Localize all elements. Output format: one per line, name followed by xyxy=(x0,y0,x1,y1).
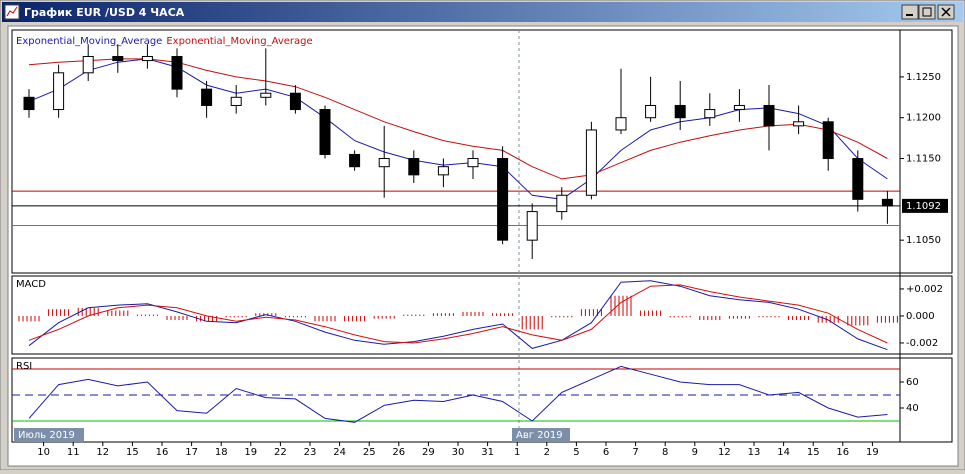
candle-body xyxy=(822,121,834,160)
macd-line xyxy=(28,284,888,344)
panel-title: MACD xyxy=(16,279,46,290)
candle-body xyxy=(615,117,627,131)
x-tick-label: 22 xyxy=(274,447,287,458)
x-tick-label: 13 xyxy=(748,447,761,458)
candle-body xyxy=(408,158,420,176)
x-tick-label: 12 xyxy=(718,447,731,458)
x-tick-label: 18 xyxy=(215,447,228,458)
candle-body xyxy=(171,55,183,90)
y-tick-label: 60 xyxy=(906,377,919,388)
x-tick-label: 12 xyxy=(96,447,109,458)
last-price-box xyxy=(902,198,948,213)
y-tick-label: 1.1150 xyxy=(906,154,941,165)
x-tick-label: 9 xyxy=(692,447,698,458)
y-tick-label: 40 xyxy=(906,403,919,414)
x-tick-label: 15 xyxy=(807,447,820,458)
title-bar xyxy=(2,2,963,22)
candle-body xyxy=(556,194,568,213)
candle-body xyxy=(260,92,272,98)
x-tick-label: 11 xyxy=(67,447,80,458)
x-tick-label: 7 xyxy=(632,447,638,458)
candle-body xyxy=(289,92,301,111)
close-glyph xyxy=(941,7,951,17)
y-tick-label: -0.002 xyxy=(906,338,938,349)
x-tick-label: 16 xyxy=(836,447,849,458)
candle-body xyxy=(141,55,153,62)
panel-title: RSI xyxy=(16,361,32,372)
candle-body xyxy=(497,158,509,241)
candle-body xyxy=(674,104,686,119)
window-icon-glyph xyxy=(6,6,18,17)
candle-body xyxy=(645,104,657,119)
y-tick-label: 1.1050 xyxy=(906,235,941,246)
candle-body xyxy=(704,109,716,119)
y-tick-label: 1.1200 xyxy=(906,113,941,124)
legend-entry: Exponential_Moving_Average xyxy=(16,36,162,47)
y-tick-label: 1.1250 xyxy=(906,72,941,83)
x-tick-label: 24 xyxy=(333,447,346,458)
candle-body xyxy=(733,104,745,111)
x-tick-label: 8 xyxy=(662,447,668,458)
x-tick-label: 2 xyxy=(544,447,550,458)
x-tick-label: 25 xyxy=(363,447,376,458)
x-tick-label: 10 xyxy=(37,447,50,458)
macd-panel xyxy=(11,275,953,355)
candle-body xyxy=(852,158,864,200)
rsi-panel xyxy=(11,357,953,443)
x-tick-label: 19 xyxy=(866,447,879,458)
candle-body xyxy=(526,211,538,241)
candle-body xyxy=(793,121,805,127)
x-tick-label: 29 xyxy=(422,447,435,458)
x-tick-label: 17 xyxy=(185,447,198,458)
maximize-glyph xyxy=(922,7,932,17)
candle-body xyxy=(881,198,893,207)
candle-body xyxy=(378,158,390,168)
minimize-button[interactable] xyxy=(901,4,919,20)
y-tick-label: 0.000 xyxy=(906,311,935,322)
window-buttons[interactable] xyxy=(901,4,955,20)
x-tick-label: 19 xyxy=(244,447,257,458)
last-price-label: 1.1092 xyxy=(906,201,941,212)
window-title: График EUR /USD 4 ЧАСА xyxy=(24,6,185,19)
month-badge xyxy=(14,428,84,442)
legend-entry: Exponential_Moving_Average xyxy=(166,36,312,47)
candle-body xyxy=(763,104,775,127)
candle-body xyxy=(53,72,65,111)
x-tick-label: 6 xyxy=(603,447,609,458)
x-tick-label: 1 xyxy=(514,447,520,458)
candle-body xyxy=(349,153,361,168)
candle-body xyxy=(112,55,124,62)
x-tick-label: 14 xyxy=(777,447,790,458)
month-label: Июль 2019 xyxy=(18,430,75,441)
month-label: Авг 2019 xyxy=(516,430,563,441)
x-tick-label: 5 xyxy=(573,447,579,458)
candle-body xyxy=(437,166,449,176)
x-tick-label: 30 xyxy=(452,447,465,458)
candle-body xyxy=(585,129,597,196)
candle-body xyxy=(230,96,242,106)
candle-body xyxy=(319,109,331,155)
rsi-line xyxy=(28,365,888,423)
candle-body xyxy=(82,55,94,74)
candle-body xyxy=(23,96,35,111)
macd-line xyxy=(28,280,888,351)
price-panel xyxy=(11,29,953,274)
y-tick-label: +0.002 xyxy=(906,284,943,295)
month-badge xyxy=(512,428,570,442)
candle-body xyxy=(201,88,213,106)
candle-body xyxy=(467,158,479,168)
x-tick-label: 26 xyxy=(392,447,405,458)
x-tick-label: 23 xyxy=(304,447,317,458)
x-tick-label: 16 xyxy=(156,447,169,458)
x-tick-label: 31 xyxy=(481,447,494,458)
x-tick-label: 15 xyxy=(126,447,139,458)
maximize-button[interactable] xyxy=(918,4,936,20)
